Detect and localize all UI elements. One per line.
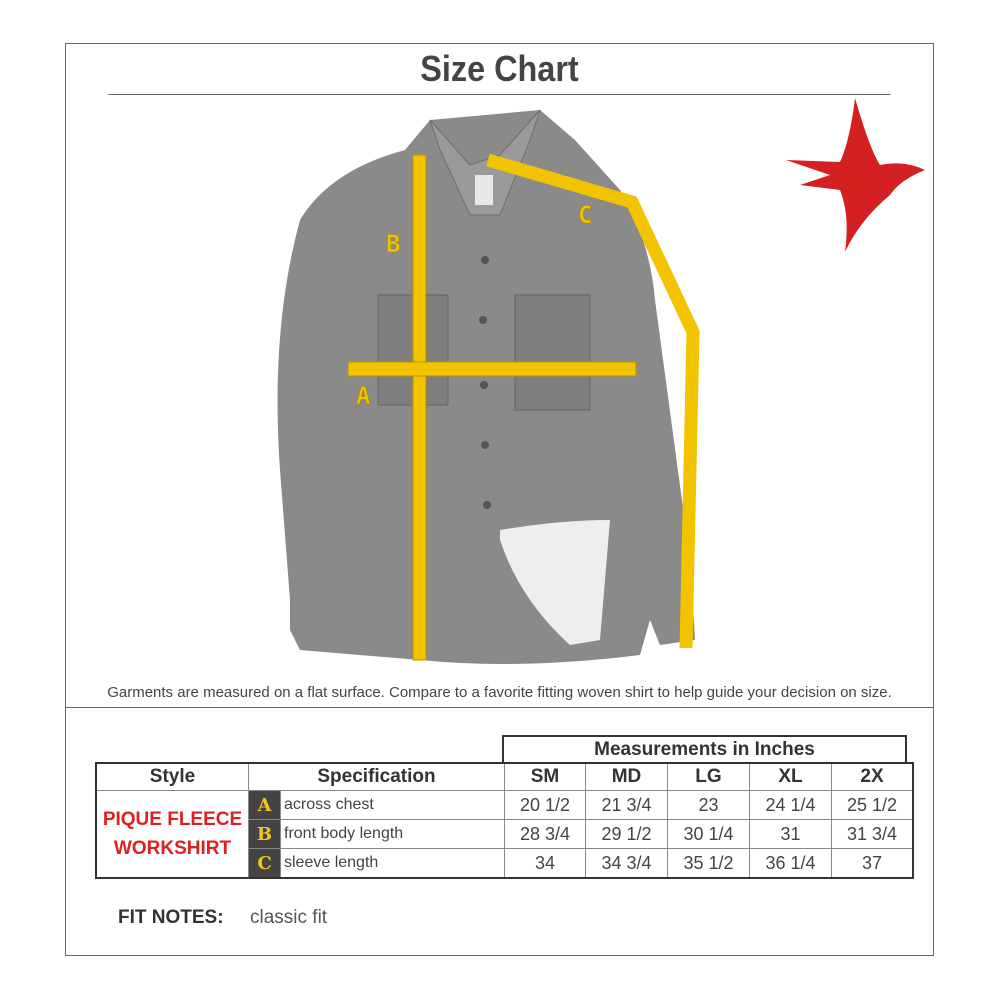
cell: 30 1/4 bbox=[667, 819, 750, 849]
page-title: Size Chart bbox=[108, 43, 891, 95]
header-size: 2X bbox=[831, 762, 914, 791]
cell: 21 3/4 bbox=[585, 790, 668, 820]
cell: 37 bbox=[831, 848, 914, 879]
label-b: B bbox=[386, 230, 400, 258]
table-header-row: Style Specification SM MD LG XL 2X bbox=[95, 762, 914, 791]
row-spec: across chest bbox=[280, 790, 505, 820]
label-a: A bbox=[356, 382, 371, 410]
measurements-header: Measurements in Inches bbox=[502, 735, 907, 763]
table-row: PIQUE FLEECE WORKSHIRT A across chest 20… bbox=[95, 790, 914, 879]
header-size: SM bbox=[504, 762, 586, 791]
cell: 36 1/4 bbox=[749, 848, 832, 879]
header-specification: Specification bbox=[248, 762, 505, 791]
cell: 23 bbox=[667, 790, 750, 820]
table-row: B front body length 28 3/4 29 1/2 30 1/4… bbox=[96, 819, 914, 849]
section-divider bbox=[65, 707, 934, 708]
cell: 20 1/2 bbox=[504, 790, 586, 820]
row-letter: A bbox=[248, 790, 281, 820]
cell: 31 bbox=[749, 819, 832, 849]
cell: 31 3/4 bbox=[831, 819, 914, 849]
cell: 29 1/2 bbox=[585, 819, 668, 849]
cell: 34 bbox=[504, 848, 586, 879]
header-size: LG bbox=[667, 762, 750, 791]
cell: 35 1/2 bbox=[667, 848, 750, 879]
row-letter: B bbox=[248, 819, 281, 849]
cell: 28 3/4 bbox=[504, 819, 586, 849]
shirt-image bbox=[277, 109, 695, 664]
style-name: PIQUE FLEECE WORKSHIRT bbox=[95, 790, 249, 879]
tape-a bbox=[347, 361, 637, 377]
header-size: XL bbox=[749, 762, 832, 791]
header-size: MD bbox=[585, 762, 668, 791]
row-letter: C bbox=[248, 848, 281, 879]
swallow-bird-logo bbox=[786, 98, 925, 252]
cell: 25 1/2 bbox=[831, 790, 914, 820]
table-row: C sleeve length 34 34 3/4 35 1/2 36 1/4 … bbox=[96, 848, 914, 879]
label-c: C bbox=[578, 201, 592, 229]
row-spec: sleeve length bbox=[280, 848, 505, 879]
fit-notes-value: classic fit bbox=[250, 907, 328, 928]
size-chart-frame bbox=[65, 43, 934, 956]
cell: 24 1/4 bbox=[749, 790, 832, 820]
header-style: Style bbox=[95, 762, 249, 791]
tape-b bbox=[412, 154, 427, 661]
measuring-tapes bbox=[347, 153, 700, 661]
fit-notes-label: FIT NOTES: bbox=[118, 907, 224, 928]
tape-c bbox=[486, 153, 700, 649]
size-table: Style Specification SM MD LG XL 2X PIQUE… bbox=[95, 762, 914, 879]
cell: 34 3/4 bbox=[585, 848, 668, 879]
shirt-diagram: B A C bbox=[277, 98, 925, 664]
measurement-caption: Garments are measured on a flat surface.… bbox=[107, 684, 892, 701]
row-spec: front body length bbox=[280, 819, 505, 849]
